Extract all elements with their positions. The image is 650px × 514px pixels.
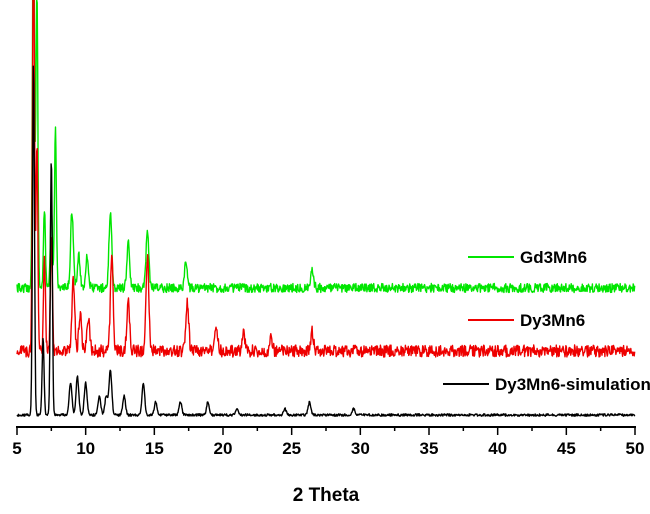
x-tick-label: 40 (488, 439, 507, 458)
legend: Gd3Mn6 Dy3Mn6 Dy3Mn6-simulation (443, 248, 650, 394)
x-axis-title: 2 Theta (293, 485, 360, 506)
legend-label-dy3mn6: Dy3Mn6 (520, 311, 585, 330)
x-tick-label: 50 (626, 439, 645, 458)
legend-label-gd3mn6: Gd3Mn6 (520, 248, 587, 267)
legend-label-dy3mn6-simulation: Dy3Mn6-simulation (495, 375, 650, 394)
series-line-gd3mn6 (16, 0, 636, 294)
x-tick-label: 45 (557, 439, 576, 458)
x-tick-label: 20 (214, 439, 233, 458)
x-tick-label: 15 (145, 439, 164, 458)
x-tick-label: 10 (76, 439, 95, 458)
series-line-dy3mn6-simulation (16, 65, 636, 417)
x-tick-label: 30 (351, 439, 370, 458)
x-tick-label: 25 (282, 439, 301, 458)
plot-area (16, 0, 636, 417)
x-tick-label: 35 (420, 439, 439, 458)
x-axis: 5 10 15 20 25 30 35 40 45 50 (12, 426, 645, 458)
series-line-dy3mn6 (16, 0, 636, 358)
x-tick-label: 5 (12, 439, 21, 458)
